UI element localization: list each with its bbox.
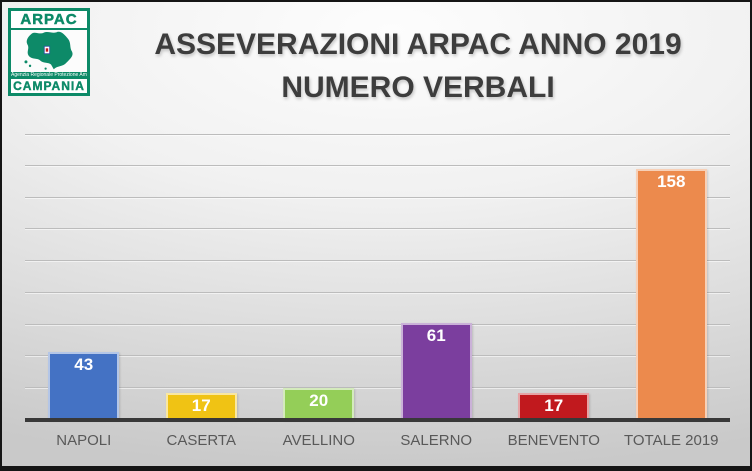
bar-slot-benevento: 17 [495,134,613,420]
gridline [25,133,730,135]
bar-value-label: 20 [309,391,329,411]
x-axis-line [25,418,730,422]
category-label-napoli: NAPOLI [56,432,112,449]
gridline [25,355,730,357]
category-label-avellino: AVELLINO [282,432,355,449]
gridline [25,323,730,325]
gridline [25,196,730,198]
logo-arpac-text: ARPAC [11,11,87,30]
bar-slot-caserta: 17 [143,134,261,420]
bar-slot-napoli: 43 [25,134,143,420]
bar-value-label: 17 [191,396,211,415]
category-axis: NAPOLI CASERTA AVELLINO SALERNO BENEVENT… [25,430,730,452]
category-label-totale-2019: TOTALE 2019 [624,432,719,449]
arpac-campania-logo: ARPAC Agenzia Regionale Protezione Ambie… [8,8,90,96]
gridline [25,291,730,293]
bar-slot-salerno: 61 [378,134,496,420]
bar-value-label: 158 [657,171,686,191]
gridlines [25,133,730,420]
gridline [25,387,730,389]
logo-campania-text: CAMPANIA [13,79,85,93]
gridline [25,260,730,262]
bar-caserta: 17 [165,393,237,420]
campania-map-icon [11,30,87,72]
bar-value-label: 17 [544,396,564,415]
gridline [25,228,730,230]
bar-slot-avellino: 20 [260,134,378,420]
bar-value-label: 61 [426,326,446,346]
logo-agency-line: Agenzia Regionale Protezione Ambientale [11,72,87,79]
logo-emblem-icon [43,45,51,55]
category-label-caserta: CASERTA [166,432,236,449]
chart-title: ASSEVERAZIONI ARPAC ANNO 2019 NUMERO VER… [90,23,746,109]
bars: 43 17 20 61 17 [25,134,730,420]
bar-totale-2019: 158 [635,168,707,420]
bar-benevento: 17 [518,393,590,420]
bar-avellino: 20 [283,388,355,420]
gridline [25,164,730,166]
bar-salerno: 61 [400,323,472,420]
category-label-benevento: BENEVENTO [507,432,600,449]
campania-map-svg [24,31,73,70]
bar-napoli: 43 [48,351,120,420]
bar-slot-totale-2019: 158 [613,134,731,420]
plot-area: 43 17 20 61 17 [25,133,730,422]
category-label-salerno: SALERNO [400,432,473,449]
chart-title-line1: ASSEVERAZIONI ARPAC ANNO 2019 [154,28,682,61]
chart-title-line2: NUMERO VERBALI [281,71,555,104]
bar-value-label: 43 [74,354,94,374]
